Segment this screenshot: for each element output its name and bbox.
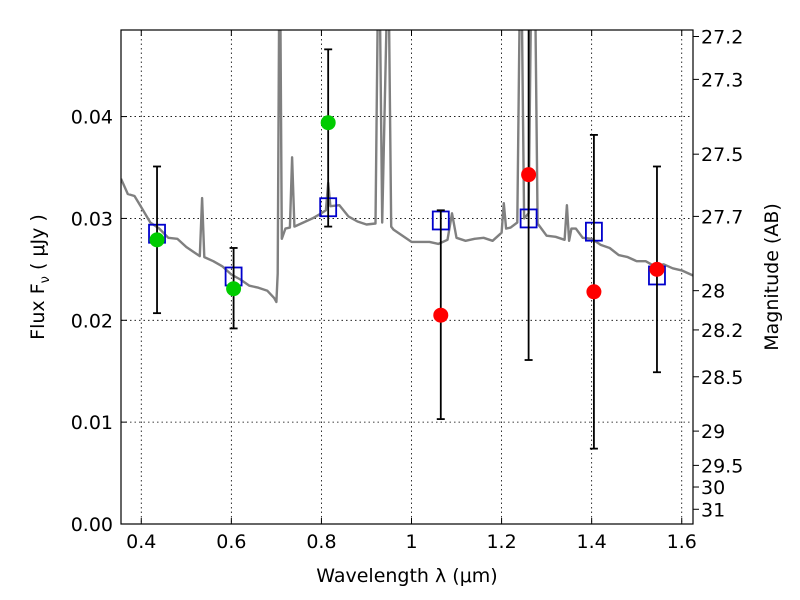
observed-flux-point (226, 281, 242, 297)
y2-tick-label: 30 (701, 477, 725, 499)
grid (121, 30, 693, 525)
y2-tick-label: 27.3 (701, 69, 743, 91)
x-axis-title: Wavelength λ (μm) (316, 565, 497, 587)
x-tick-label: 1.6 (667, 531, 697, 553)
observed-flux-point (149, 232, 165, 248)
x-tick-label: 1 (405, 531, 417, 553)
y-tick-label: 0.03 (71, 208, 113, 230)
observed-flux-point (521, 167, 537, 183)
x-tick-label: 0.4 (126, 531, 156, 553)
y-axis-title-subscript: ν (38, 276, 53, 283)
x-tick-label: 1.4 (577, 531, 607, 553)
x-tick-label: 1.2 (486, 531, 516, 553)
observed-flux-point (649, 261, 665, 277)
y2-tick-label: 31 (701, 499, 725, 521)
x-tick-label: 0.6 (216, 531, 246, 553)
y-tick-label: 0.00 (71, 514, 113, 536)
axes: 0.4 0.6 0.8 1 1.2 1.4 1.6 0.00 0.01 0.02 0.03 0.04 2… (71, 26, 744, 553)
model-sed-line (121, 30, 693, 304)
x-tick-label: 0.8 (306, 531, 336, 553)
error-bars (148, 30, 666, 450)
observed-flux-point (433, 307, 449, 323)
y2-axis-title: Magnitude (AB) (761, 203, 783, 351)
observed-flux-point (320, 115, 336, 131)
y-tick-label: 0.04 (71, 107, 113, 129)
plot-area (121, 30, 693, 304)
y2-tick-label: 29 (701, 421, 725, 443)
y2-tick-label: 27.5 (701, 144, 743, 166)
y-tick-label: 0.02 (71, 310, 113, 332)
observed-flux-point (586, 284, 602, 300)
y2-tick-label: 29.5 (701, 455, 743, 477)
y2-tick-label: 28.5 (701, 367, 743, 389)
y2-tick-label: 28 (701, 281, 725, 303)
plot-frame (120, 29, 694, 525)
y2-tick-label: 27.7 (701, 206, 743, 228)
y-tick-label: 0.01 (71, 412, 113, 434)
y-axis-title: Flux Fν ( μJy ) (27, 214, 53, 340)
y2-tick-label: 28.2 (701, 320, 743, 342)
y2-tick-label: 27.2 (701, 26, 743, 48)
